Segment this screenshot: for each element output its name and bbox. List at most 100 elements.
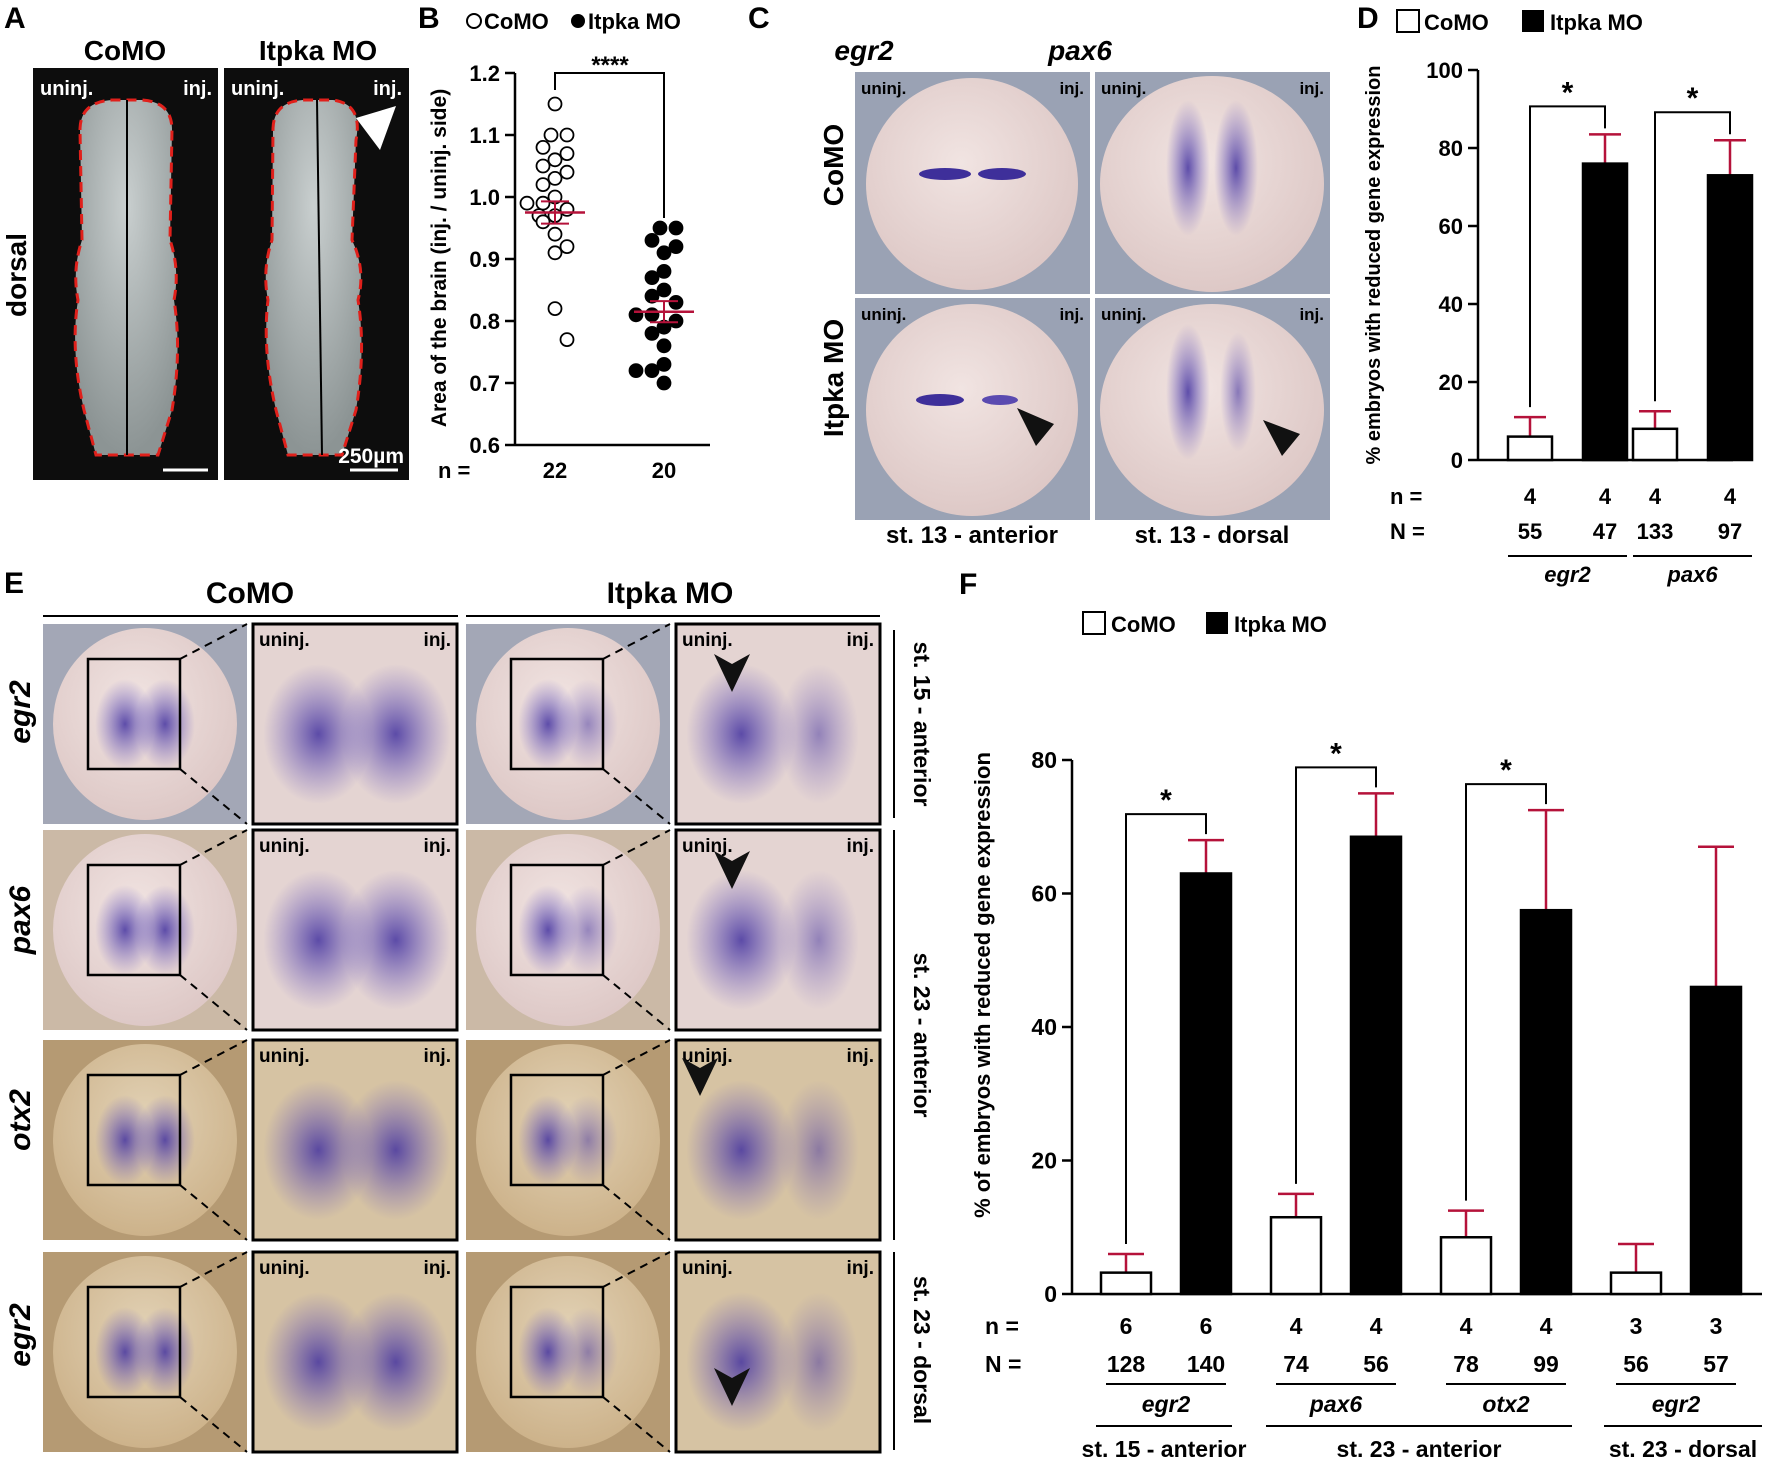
data-point — [559, 127, 575, 143]
N-value: 56 — [1363, 1351, 1389, 1377]
ytick-label: 80 — [1439, 136, 1463, 161]
zoom-frame — [674, 1250, 882, 1454]
zoom-guide — [602, 829, 671, 866]
zoom-frame — [251, 1038, 459, 1242]
panel-b-mean-bars — [525, 200, 694, 324]
sig-star: * — [1160, 784, 1172, 817]
corner-inj: inj. — [847, 630, 874, 651]
corner-inj: inj. — [424, 1258, 451, 1279]
stain-c-2a — [1166, 100, 1210, 236]
panel-e-row-3: otx2 — [4, 1089, 37, 1151]
panel-f-legend: CoMO Itpka MO — [1082, 611, 1327, 637]
stain — [263, 870, 374, 1010]
panel-letter-d: D — [1357, 2, 1379, 35]
data-point — [644, 325, 660, 341]
inset-box — [509, 657, 605, 771]
zoom-frame — [251, 828, 459, 1032]
stain-c-2b — [1214, 100, 1258, 236]
n-row-label: n = — [985, 1313, 1019, 1339]
n-value: 4 — [1370, 1313, 1383, 1339]
c-inj-3: inj. — [1059, 305, 1084, 324]
legend-label-como: CoMO — [484, 9, 549, 34]
bar-itpka — [1706, 174, 1754, 462]
legend-marker-filled — [571, 14, 585, 28]
n-value: 6 — [1200, 1313, 1213, 1339]
panel-c-col-pax6: pax6 — [1047, 35, 1112, 66]
panel-e-row-2: pax6 — [4, 886, 37, 956]
data-point — [668, 313, 684, 329]
inset-box — [509, 863, 605, 977]
inset-box — [86, 1073, 182, 1187]
zoom-guide — [179, 1184, 248, 1241]
ytick-label: 60 — [1439, 214, 1463, 239]
N-value: 97 — [1718, 519, 1742, 544]
corner-inj: inj. — [847, 836, 874, 857]
ytick-label: 60 — [1031, 881, 1057, 907]
panel-f-category-labels: 61286140egr2474456pax6478499otx2356357eg… — [985, 1313, 1762, 1462]
data-point — [628, 307, 644, 323]
corner-uninj: uninj. — [682, 836, 733, 857]
embryo-c-1 — [866, 78, 1078, 290]
data-point — [656, 375, 672, 391]
sig-star: * — [1687, 82, 1699, 115]
N-row-label: N = — [1390, 519, 1425, 544]
panel-e-row-1: egr2 — [4, 680, 37, 744]
corner-uninj: uninj. — [259, 1258, 310, 1279]
stain — [558, 1095, 618, 1185]
panel-letter-e: E — [4, 567, 24, 600]
n-value: 4 — [1524, 484, 1537, 509]
panel-b-points — [519, 96, 684, 391]
corner-uninj: uninj. — [259, 1046, 310, 1067]
data-point — [559, 164, 575, 180]
ytick-label: 40 — [1031, 1014, 1057, 1040]
arrowhead-c-1 — [1017, 408, 1054, 446]
stain — [340, 1292, 451, 1432]
N-row-label: N = — [985, 1351, 1021, 1377]
gene-label: otx2 — [1482, 1391, 1530, 1417]
ytick-label: 0.6 — [469, 433, 500, 458]
zoom-guide — [179, 623, 248, 660]
panel-a-header-itpka: Itpka MO — [259, 35, 377, 66]
bar-como — [1439, 1236, 1493, 1296]
zoom-guide — [179, 974, 248, 1031]
data-point — [644, 363, 660, 379]
data-point — [535, 139, 551, 155]
n-value: 4 — [1649, 484, 1662, 509]
corner-uninj: uninj. — [259, 630, 310, 651]
panel-e-col-itpka: Itpka MO — [607, 577, 734, 610]
stain — [340, 1080, 451, 1220]
stain — [686, 1080, 797, 1220]
stain — [558, 1307, 618, 1397]
stain — [778, 664, 859, 804]
data-point — [652, 220, 668, 236]
data-point — [559, 201, 575, 217]
c-uninj-1: uninj. — [861, 79, 906, 98]
stain-c-4a — [1166, 324, 1210, 460]
bar-itpka — [1581, 162, 1629, 462]
data-point — [547, 96, 563, 112]
data-point — [644, 307, 660, 323]
corner-inj: inj. — [424, 630, 451, 651]
zoom-guide — [602, 1039, 671, 1076]
ytick-label: 80 — [1031, 747, 1057, 773]
panel-e-stage-3: st. 23 - dorsal — [909, 1276, 935, 1424]
embryo-c-2 — [1100, 76, 1324, 292]
zoom-guide — [602, 1251, 671, 1288]
data-point — [559, 146, 575, 162]
N-value: 55 — [1518, 519, 1542, 544]
arrowhead — [714, 851, 750, 889]
sig-star: * — [1562, 76, 1574, 109]
ytick-label: 0.7 — [469, 371, 500, 396]
data-point — [519, 195, 535, 211]
stain — [263, 1080, 374, 1220]
c-uninj-4: uninj. — [1101, 305, 1146, 324]
N-value: 78 — [1453, 1351, 1479, 1377]
panel-c-col-egr2: egr2 — [834, 35, 894, 66]
data-point — [559, 332, 575, 348]
n-value: 4 — [1724, 484, 1737, 509]
panel-b-n-label: n = — [438, 458, 470, 483]
legend-swatch-como-d — [1396, 9, 1420, 33]
ytick-label: 0.9 — [469, 247, 500, 272]
legend-swatch-itpka-d — [1522, 10, 1544, 32]
panel-a: A CoMO Itpka MO dorsal uninj. inj. uninj… — [1, 2, 409, 480]
